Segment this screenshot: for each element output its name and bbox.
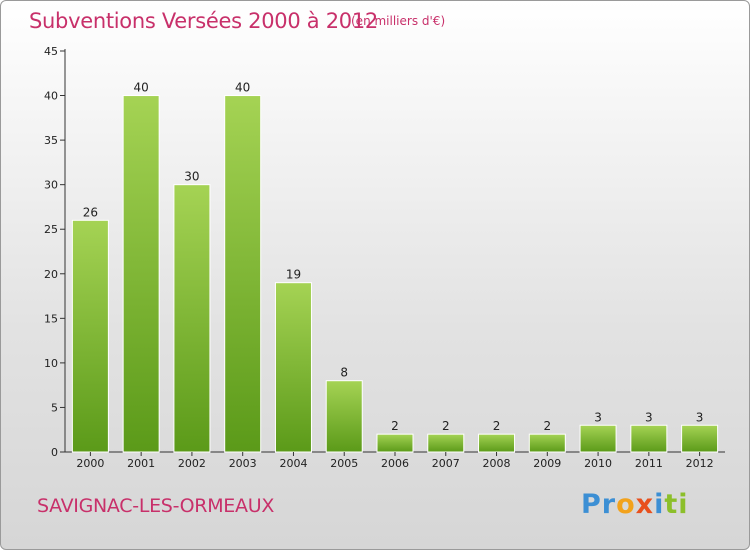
bar-2011	[630, 424, 668, 453]
logo-part-2: o	[616, 489, 636, 520]
logo-part-3: x	[635, 489, 655, 520]
y-tick-label: 10	[44, 357, 58, 370]
y-tick-label: 5	[51, 401, 58, 414]
x-tick-label: 2011	[635, 457, 663, 470]
x-tick-label: 2008	[483, 457, 511, 470]
data-label-2009: 2	[543, 419, 551, 433]
x-tick-label: 2012	[686, 457, 714, 470]
data-label-2001: 40	[134, 81, 149, 95]
bar-2006	[376, 433, 414, 453]
bar-2004	[274, 282, 312, 453]
data-label-2006: 2	[391, 419, 399, 433]
bar-2005	[325, 380, 363, 453]
chart-title: Subventions Versées 2000 à 2012	[29, 9, 378, 33]
bar-2002	[173, 184, 211, 453]
x-tick-label: 2002	[178, 457, 206, 470]
logo-part-5: ti	[664, 489, 689, 520]
bar-2000	[71, 219, 109, 453]
bar-2001	[122, 95, 160, 453]
x-tick-label: 2010	[584, 457, 612, 470]
y-tick-label: 25	[44, 223, 58, 236]
data-label-2000: 26	[83, 205, 98, 219]
bar-2009	[528, 433, 566, 453]
y-tick-label: 0	[51, 446, 58, 459]
data-label-2012: 3	[696, 410, 704, 424]
bar-2010	[579, 424, 617, 453]
y-tick-label: 45	[44, 45, 58, 58]
data-label-2002: 30	[184, 170, 199, 184]
chart-unit: (en milliers d'€)	[351, 14, 446, 28]
data-label-2011: 3	[645, 410, 653, 424]
x-tick-label: 2004	[279, 457, 307, 470]
logo-part-4: i	[654, 489, 665, 520]
y-tick-label: 15	[44, 312, 58, 325]
x-tick-label: 2003	[229, 457, 257, 470]
x-tick-label: 2009	[533, 457, 561, 470]
data-label-2010: 3	[594, 410, 602, 424]
data-label-2008: 2	[493, 419, 501, 433]
bar-2008	[478, 433, 516, 453]
proxiti-logo[interactable]: Proxiti	[581, 489, 689, 520]
bar-2003	[224, 95, 262, 453]
x-tick-label: 2000	[76, 457, 104, 470]
x-tick-label: 2007	[432, 457, 460, 470]
commune-name: SAVIGNAC-LES-ORMEAUX	[37, 495, 275, 517]
logo-part-1: Pr	[581, 489, 617, 520]
bar-2007	[427, 433, 465, 453]
data-label-2005: 8	[340, 366, 348, 380]
data-label-2004: 19	[286, 268, 301, 282]
y-tick-label: 40	[44, 90, 58, 103]
y-tick-label: 35	[44, 134, 58, 147]
data-label-2003: 40	[235, 81, 250, 95]
x-tick-label: 2006	[381, 457, 409, 470]
data-label-2007: 2	[442, 419, 450, 433]
x-tick-label: 2005	[330, 457, 358, 470]
y-tick-label: 30	[44, 179, 58, 192]
y-tick-label: 20	[44, 268, 58, 281]
x-tick-label: 2001	[127, 457, 155, 470]
bar-2012	[681, 424, 719, 453]
